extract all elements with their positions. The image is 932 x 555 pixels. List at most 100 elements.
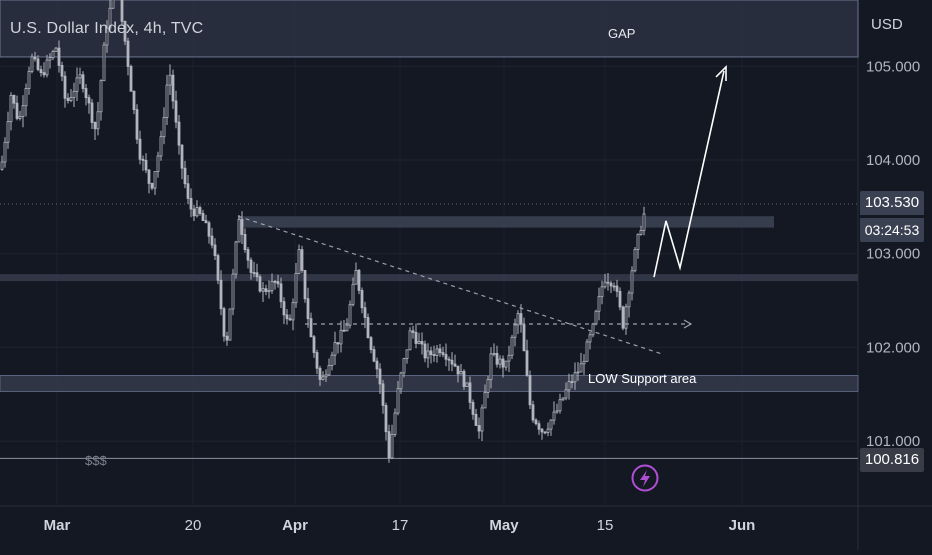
candle-body (432, 354, 436, 357)
candle (498, 355, 502, 369)
candle (195, 200, 199, 218)
candle (396, 380, 400, 416)
candle-body (408, 330, 412, 351)
y-tick-label: 103.000 (866, 246, 920, 263)
candle (249, 257, 253, 280)
candle-body (216, 255, 220, 281)
candle-body (282, 301, 286, 316)
candle (360, 287, 364, 314)
candle-body (246, 249, 250, 261)
drawings (237, 65, 727, 355)
candle-body (459, 370, 463, 375)
candle-body (111, 0, 115, 9)
candle-body (183, 167, 187, 185)
candle (510, 334, 514, 360)
candle (60, 61, 64, 82)
candle-body (357, 269, 361, 291)
y-tick-label: 105.000 (866, 58, 920, 75)
candle-body (84, 88, 88, 99)
candle-body (615, 285, 619, 292)
candle (279, 277, 283, 309)
candle (546, 422, 550, 437)
candle-body (279, 283, 283, 303)
candle (348, 300, 352, 329)
candle-body (102, 44, 106, 82)
candle-body (456, 365, 460, 375)
candle-body (639, 230, 643, 235)
price-scale-panel[interactable] (858, 0, 932, 506)
candle-body (624, 306, 628, 329)
candle (459, 364, 463, 375)
candle-body (6, 121, 10, 143)
candle (630, 266, 634, 301)
candle (441, 346, 445, 358)
candle-body (516, 313, 520, 326)
candle (150, 182, 154, 191)
zones (0, 0, 859, 459)
candle (423, 340, 427, 363)
candle-body (477, 425, 481, 432)
candle (585, 338, 589, 362)
candle (204, 214, 208, 224)
candle-body (231, 273, 235, 310)
candle (222, 306, 226, 342)
candle (39, 65, 43, 77)
candle-body (630, 270, 634, 294)
candle-body (513, 324, 517, 338)
candle (537, 420, 541, 435)
candle-body (396, 388, 400, 414)
projection-arrowhead (715, 65, 727, 81)
candle (582, 354, 586, 375)
candle (321, 371, 325, 381)
candle (639, 225, 643, 236)
x-tick-label: Jun (729, 517, 756, 534)
candle-body (558, 399, 562, 412)
candle (15, 95, 19, 121)
candle (120, 0, 124, 25)
candle-body (45, 59, 49, 76)
candle-body (606, 281, 610, 284)
candle-body (609, 282, 613, 287)
candle (288, 314, 292, 321)
candle-body (90, 102, 94, 123)
candle (345, 318, 349, 332)
candle-body (30, 56, 34, 72)
lightning-icon[interactable] (631, 464, 659, 492)
candle-body (270, 281, 274, 292)
candle-body (306, 298, 310, 320)
candle (354, 262, 358, 285)
candle-body (63, 75, 67, 99)
candle-body (549, 419, 553, 430)
candle (468, 376, 472, 410)
candle (333, 331, 337, 365)
plot-area[interactable] (0, 0, 858, 506)
candle-body (21, 105, 25, 117)
candle-body (573, 372, 577, 383)
candle (633, 247, 637, 273)
candle (627, 290, 631, 318)
candle (51, 49, 55, 61)
candle (573, 362, 577, 390)
candle-body (138, 138, 142, 160)
candles (0, 0, 646, 463)
candle (339, 320, 343, 353)
bar-countdown-badge: 03:24:53 (860, 218, 924, 242)
candle-body (336, 342, 340, 345)
candle-body (444, 354, 448, 360)
candle-body (228, 308, 232, 341)
candle-body (120, 0, 124, 22)
candle (483, 384, 487, 409)
candle (465, 382, 469, 387)
candle (189, 188, 193, 218)
candle (378, 363, 382, 394)
candle-body (333, 342, 337, 356)
candle (636, 233, 640, 259)
candle-body (621, 306, 625, 329)
candle (111, 0, 115, 9)
candle (540, 428, 544, 440)
candle (417, 332, 421, 345)
candle (162, 107, 166, 145)
candle-body (144, 160, 148, 171)
